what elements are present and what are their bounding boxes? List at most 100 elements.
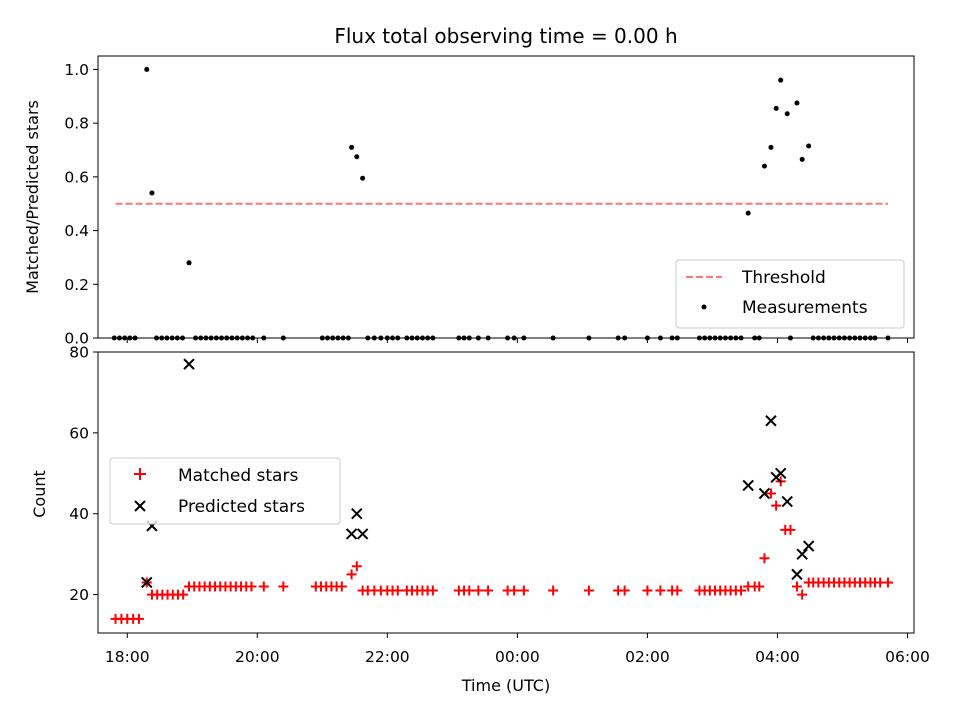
matched-point (134, 614, 144, 624)
matched-point (259, 582, 269, 592)
predicted-point (782, 497, 792, 507)
measurement-point (723, 336, 728, 341)
bottom-legend: Matched stars Predicted stars (110, 458, 340, 524)
measurement-point (757, 336, 762, 341)
measurement-point (863, 336, 868, 341)
matched-point (347, 569, 357, 579)
matched-point (464, 586, 474, 596)
matched-point (771, 501, 781, 511)
bottom-xtick-label: 00:00 (495, 648, 540, 666)
measurement-point (404, 336, 409, 341)
measurement-point (430, 336, 435, 341)
measurement-point (826, 336, 831, 341)
measurement-point (325, 336, 330, 341)
measurement-point (229, 336, 234, 341)
predicted-point (792, 569, 802, 579)
measurement-point (521, 336, 526, 341)
measurement-point (774, 106, 779, 111)
measurement-point (193, 336, 198, 341)
measurement-point (395, 336, 400, 341)
top-legend: Threshold Measurements (676, 260, 904, 328)
bottom-xtick-label: 22:00 (365, 648, 410, 666)
measurement-point (746, 211, 751, 216)
measurement-point (658, 336, 663, 341)
measurement-point (885, 336, 890, 341)
top-ytick-label: 0.6 (64, 168, 89, 186)
measurement-point (811, 336, 816, 341)
measurement-point (385, 336, 390, 341)
matched-point (672, 586, 682, 596)
measurement-point (349, 145, 354, 150)
measurement-point (360, 176, 365, 181)
bottom-xtick-label: 06:00 (885, 648, 930, 666)
measurement-point (868, 336, 873, 341)
top-ytick-label: 0.8 (64, 115, 89, 133)
measurement-point (154, 336, 159, 341)
measurement-point (778, 78, 783, 83)
measurement-point (245, 336, 250, 341)
measurement-point (250, 336, 255, 341)
predicted-point (804, 541, 814, 551)
measurement-point (713, 336, 718, 341)
measurement-point (159, 336, 164, 341)
matched-point (759, 553, 769, 563)
measurement-point (821, 336, 826, 341)
measurement-point (235, 336, 240, 341)
measurement-point (378, 336, 383, 341)
matched-point (509, 586, 519, 596)
measurement-point (512, 336, 517, 341)
measurement-point (794, 101, 799, 106)
measurement-point (281, 336, 286, 341)
matched-point (337, 582, 347, 592)
measurement-point (198, 336, 203, 341)
measurement-point (144, 67, 149, 72)
measurement-point (420, 336, 425, 341)
measurement-point (847, 336, 852, 341)
measurement-point (335, 336, 340, 341)
measurement-point (224, 336, 229, 341)
bottom-xtick-label: 18:00 (105, 648, 150, 666)
bottom-ytick-label: 80 (69, 344, 89, 362)
measurement-point (697, 336, 702, 341)
measurement-point (346, 336, 351, 341)
matched-point (797, 590, 807, 600)
top-ylabel: Matched/Predicted stars (23, 100, 42, 294)
measurement-point (762, 164, 767, 169)
measurement-point (645, 336, 650, 341)
measurement-point (476, 336, 481, 341)
measurement-point (372, 336, 377, 341)
legend-measurements-swatch (702, 305, 707, 310)
measurement-point (586, 336, 591, 341)
measurement-point (261, 336, 266, 341)
matched-point (620, 586, 630, 596)
predicted-point (184, 359, 194, 369)
measurement-point (842, 336, 847, 341)
bottom-xlabel: Time (UTC) (461, 676, 550, 695)
measurement-point (330, 336, 335, 341)
measurement-point (127, 336, 132, 341)
matched-point (428, 586, 438, 596)
measurement-point (806, 143, 811, 148)
matched-point (473, 586, 483, 596)
bottom-xtick-label: 20:00 (235, 648, 280, 666)
legend-predicted-label: Predicted stars (178, 497, 305, 517)
flux-chart: Flux total observing time = 0.00 h Match… (0, 0, 960, 720)
measurement-point (415, 336, 420, 341)
measurement-point (872, 336, 877, 341)
matched-point (519, 586, 529, 596)
measurement-point (456, 336, 461, 341)
bottom-ytick-label: 40 (69, 505, 89, 523)
measurement-point (837, 336, 842, 341)
measurement-point (670, 336, 675, 341)
measurement-point (214, 336, 219, 341)
matched-point (548, 586, 558, 596)
top-ytick-label: 1.0 (64, 61, 89, 79)
measurement-point (675, 336, 680, 341)
bottom-ytick-label: 60 (69, 424, 89, 442)
legend-matched-label: Matched stars (178, 466, 298, 486)
measurement-point (486, 336, 491, 341)
measurement-point (365, 336, 370, 341)
measurement-point (832, 336, 837, 341)
measurement-point (739, 336, 744, 341)
matched-point (246, 582, 256, 592)
